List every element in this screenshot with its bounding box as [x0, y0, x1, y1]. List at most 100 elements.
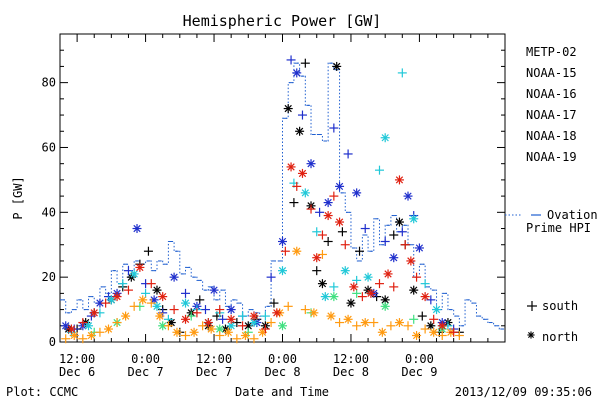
noaa-18-south-point	[369, 318, 379, 328]
footer-plot-credit: Plot: CCMC	[6, 385, 78, 399]
noaa-15-south-point	[218, 314, 228, 324]
noaa-19-south-point	[429, 314, 439, 324]
noaa-16-north-point	[409, 214, 419, 224]
noaa-19-north-point	[272, 308, 282, 318]
metp-02-north-point	[283, 104, 293, 114]
metp-02-north-point	[152, 285, 162, 295]
noaa-19-south-point	[317, 230, 327, 240]
noaa-19-north-point	[312, 253, 322, 263]
marker-key-north-label: north	[542, 330, 578, 344]
noaa-18-south-point	[232, 334, 242, 344]
legend-metp-02: METP-02	[526, 45, 577, 59]
noaa-18-north-point	[429, 327, 439, 337]
noaa-19-north-point	[349, 282, 359, 292]
y-axis-label: P [GW]	[11, 176, 25, 219]
noaa-19-north-point	[323, 211, 333, 221]
noaa-15-north-point	[95, 298, 105, 308]
metp-02-south-point	[300, 58, 310, 68]
noaa-15-south-point	[343, 149, 353, 159]
noaa-16-north-point	[380, 133, 390, 143]
noaa-16-north-point	[320, 292, 330, 302]
noaa-19-south-point	[215, 305, 225, 315]
metp-02-north-point	[332, 61, 342, 71]
noaa-15-south-point	[380, 236, 390, 246]
noaa-15-south-point	[181, 288, 191, 298]
metp-02-south-point	[312, 266, 322, 276]
noaa-15-south-point	[329, 123, 339, 133]
noaa-15-south-point	[297, 110, 307, 120]
noaa-19-south-point	[449, 327, 459, 337]
legend-noaa-16: NOAA-16	[526, 87, 577, 101]
noaa-16-south-point	[312, 227, 322, 237]
noaa-18-south-point	[283, 301, 293, 311]
ovation-prime-hpi-line	[60, 62, 505, 330]
noaa-19-north-point	[394, 175, 404, 185]
noaa-18-south-point	[266, 318, 276, 328]
noaa-19-south-point	[306, 204, 316, 214]
legend-ovation-label-2: Prime HPI	[526, 221, 591, 235]
noaa-19-south-point	[400, 240, 410, 250]
noaa-16-south-point	[397, 68, 407, 78]
noaa-19-south-point	[292, 181, 302, 191]
chart-title: Hemispheric Power [GW]	[183, 12, 382, 30]
noaa-15-south-point	[315, 207, 325, 217]
noaa-16-north-point	[181, 298, 191, 308]
noaa-19-north-point	[249, 311, 259, 321]
noaa-15-north-point	[335, 181, 345, 191]
noaa-18-north-point	[86, 331, 96, 341]
noaa-16-north-point	[129, 269, 139, 279]
x-tick-time-label: 0:00	[405, 352, 434, 366]
noaa-15-south-point	[286, 55, 296, 65]
noaa-18-north-point	[155, 311, 165, 321]
y-tick-label: 80	[42, 76, 56, 90]
x-tick-date-label: Dec 9	[401, 365, 437, 379]
marker-key-north-symbol	[527, 331, 535, 339]
noaa-16-south-point	[329, 282, 339, 292]
noaa-18-south-point	[181, 331, 191, 341]
x-tick-time-label: 0:00	[131, 352, 160, 366]
y-tick-label: 60	[42, 140, 56, 154]
noaa-19-south-point	[123, 285, 133, 295]
metp-02-south-point	[417, 311, 427, 321]
legend-ovation-label: Ovation	[547, 208, 598, 222]
noaa-18-north-point	[189, 327, 199, 337]
noaa-17-north-point	[158, 321, 168, 331]
noaa-15-south-point	[397, 227, 407, 237]
noaa-17-north-point	[380, 301, 390, 311]
metp-02-north-point	[346, 298, 356, 308]
noaa-15-north-point	[226, 305, 236, 315]
noaa-16-south-point	[238, 311, 248, 321]
noaa-15-north-point	[389, 253, 399, 263]
noaa-18-north-point	[377, 327, 387, 337]
noaa-18-south-point	[403, 321, 413, 331]
noaa-18-north-point	[412, 331, 422, 341]
x-tick-time-label: 0:00	[268, 352, 297, 366]
metp-02-north-point	[409, 285, 419, 295]
x-tick-time-label: 12:00	[333, 352, 369, 366]
noaa-19-south-point	[357, 292, 367, 302]
noaa-18-north-point	[343, 314, 353, 324]
noaa-19-south-point	[389, 282, 399, 292]
x-tick-date-label: Dec 6	[59, 365, 95, 379]
noaa-18-north-point	[309, 308, 319, 318]
noaa-15-north-point	[209, 285, 219, 295]
noaa-19-north-point	[112, 292, 122, 302]
noaa-19-north-point	[406, 256, 416, 266]
noaa-18-south-point	[112, 318, 122, 328]
noaa-19-south-point	[329, 191, 339, 201]
noaa-15-north-point	[132, 224, 142, 234]
noaa-18-south-point	[300, 305, 310, 315]
metp-02-north-point	[295, 126, 305, 136]
metp-02-south-point	[143, 246, 153, 256]
noaa-18-south-point	[163, 321, 173, 331]
noaa-19-north-point	[89, 308, 99, 318]
noaa-18-north-point	[223, 327, 233, 337]
metp-02-south-point	[355, 246, 365, 256]
noaa-18-north-point	[206, 324, 216, 334]
noaa-15-north-point	[169, 272, 179, 282]
noaa-16-north-point	[106, 295, 116, 305]
footer-timestamp: 2013/12/09 09:35:06	[455, 385, 592, 399]
noaa-18-south-point	[386, 321, 396, 331]
noaa-19-north-point	[420, 292, 430, 302]
noaa-15-south-point	[360, 224, 370, 234]
